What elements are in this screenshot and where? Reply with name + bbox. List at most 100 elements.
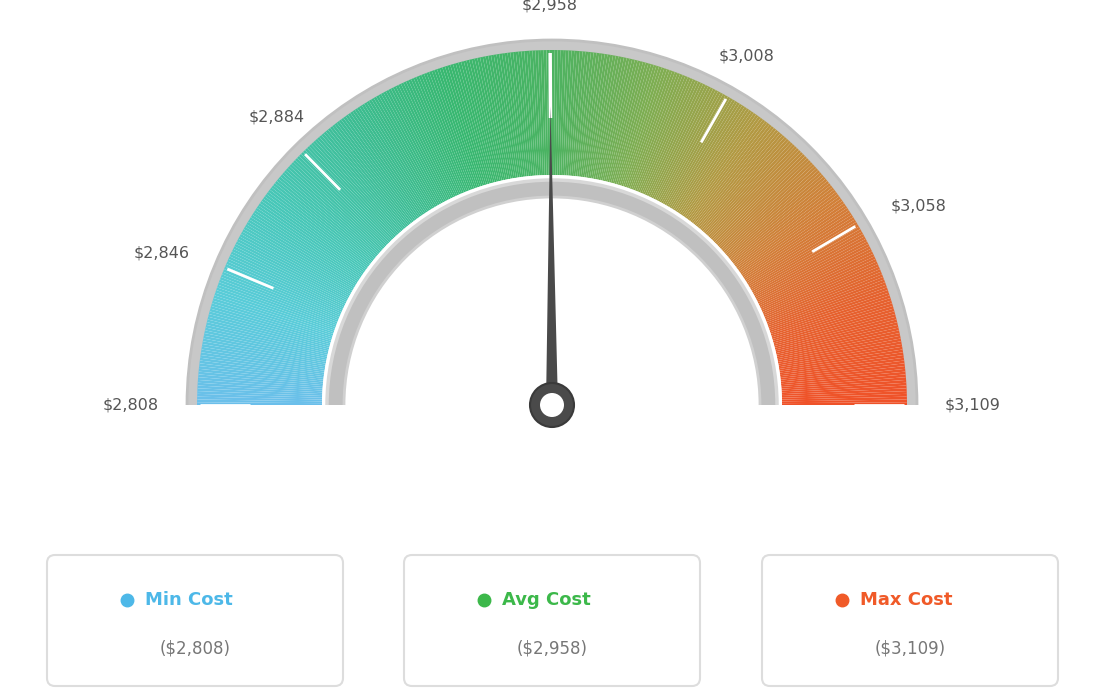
Wedge shape: [764, 266, 880, 317]
Wedge shape: [416, 76, 466, 193]
Wedge shape: [558, 50, 563, 175]
Wedge shape: [775, 317, 896, 350]
Wedge shape: [508, 52, 526, 177]
Wedge shape: [418, 75, 467, 192]
Wedge shape: [648, 83, 703, 197]
Wedge shape: [721, 164, 815, 250]
Text: ($2,958): ($2,958): [517, 639, 587, 657]
Wedge shape: [690, 121, 767, 222]
Wedge shape: [595, 57, 622, 179]
Wedge shape: [241, 232, 351, 294]
Wedge shape: [535, 50, 543, 175]
Wedge shape: [426, 72, 473, 190]
Wedge shape: [658, 90, 718, 201]
Wedge shape: [693, 124, 772, 224]
Wedge shape: [386, 90, 446, 201]
Wedge shape: [782, 375, 906, 387]
Wedge shape: [747, 217, 854, 285]
Wedge shape: [619, 66, 659, 186]
Wedge shape: [650, 83, 705, 197]
Wedge shape: [749, 222, 858, 288]
Wedge shape: [233, 246, 347, 304]
Wedge shape: [309, 144, 396, 237]
Wedge shape: [733, 185, 832, 264]
Wedge shape: [779, 346, 903, 369]
Wedge shape: [750, 224, 859, 290]
Wedge shape: [297, 156, 389, 245]
Wedge shape: [776, 325, 899, 355]
Wedge shape: [696, 128, 776, 226]
Wedge shape: [782, 394, 906, 400]
Wedge shape: [602, 59, 633, 181]
Wedge shape: [295, 158, 386, 246]
Wedge shape: [282, 172, 379, 255]
Wedge shape: [647, 81, 701, 196]
Text: Avg Cost: Avg Cost: [502, 591, 591, 609]
Wedge shape: [673, 104, 742, 211]
Wedge shape: [604, 59, 635, 181]
Wedge shape: [254, 210, 360, 280]
Wedge shape: [766, 275, 883, 322]
Wedge shape: [588, 55, 611, 178]
Wedge shape: [235, 241, 348, 301]
Wedge shape: [284, 170, 380, 254]
Wedge shape: [322, 175, 782, 405]
Wedge shape: [406, 80, 459, 195]
Wedge shape: [199, 363, 323, 380]
Wedge shape: [782, 388, 906, 396]
Wedge shape: [686, 116, 761, 219]
Wedge shape: [777, 333, 900, 360]
Wedge shape: [227, 259, 342, 312]
Wedge shape: [211, 304, 331, 341]
Wedge shape: [429, 71, 474, 189]
Wedge shape: [564, 50, 574, 175]
Wedge shape: [776, 328, 899, 357]
Wedge shape: [754, 234, 864, 296]
Wedge shape: [704, 139, 789, 234]
Wedge shape: [560, 50, 566, 175]
Wedge shape: [583, 53, 602, 177]
Wedge shape: [651, 85, 708, 199]
Wedge shape: [713, 152, 803, 242]
Wedge shape: [519, 51, 532, 176]
Wedge shape: [213, 295, 333, 335]
Wedge shape: [561, 50, 569, 175]
Wedge shape: [317, 137, 401, 233]
Wedge shape: [240, 234, 350, 296]
Wedge shape: [339, 119, 415, 221]
Wedge shape: [491, 55, 514, 179]
Wedge shape: [541, 50, 546, 175]
Wedge shape: [773, 306, 893, 342]
Wedge shape: [252, 213, 359, 282]
Wedge shape: [408, 79, 460, 195]
Wedge shape: [445, 66, 485, 186]
Wedge shape: [782, 383, 906, 393]
Wedge shape: [373, 97, 438, 206]
Wedge shape: [364, 102, 432, 210]
Wedge shape: [777, 336, 901, 362]
Wedge shape: [352, 110, 424, 215]
Wedge shape: [198, 375, 322, 387]
Wedge shape: [760, 251, 873, 307]
Wedge shape: [187, 40, 917, 405]
Wedge shape: [661, 92, 723, 204]
Wedge shape: [757, 246, 871, 304]
Wedge shape: [751, 227, 860, 291]
Circle shape: [530, 383, 574, 427]
Wedge shape: [722, 166, 817, 252]
Wedge shape: [581, 53, 599, 177]
Wedge shape: [530, 50, 540, 175]
Wedge shape: [749, 219, 856, 286]
Wedge shape: [606, 60, 638, 181]
Wedge shape: [216, 287, 335, 331]
Wedge shape: [505, 53, 523, 177]
Wedge shape: [575, 52, 591, 177]
Wedge shape: [255, 208, 361, 279]
Wedge shape: [315, 139, 400, 234]
Wedge shape: [771, 293, 890, 334]
Wedge shape: [376, 95, 439, 205]
Wedge shape: [607, 61, 640, 182]
Wedge shape: [668, 98, 733, 207]
Wedge shape: [414, 77, 464, 193]
Wedge shape: [782, 377, 906, 388]
